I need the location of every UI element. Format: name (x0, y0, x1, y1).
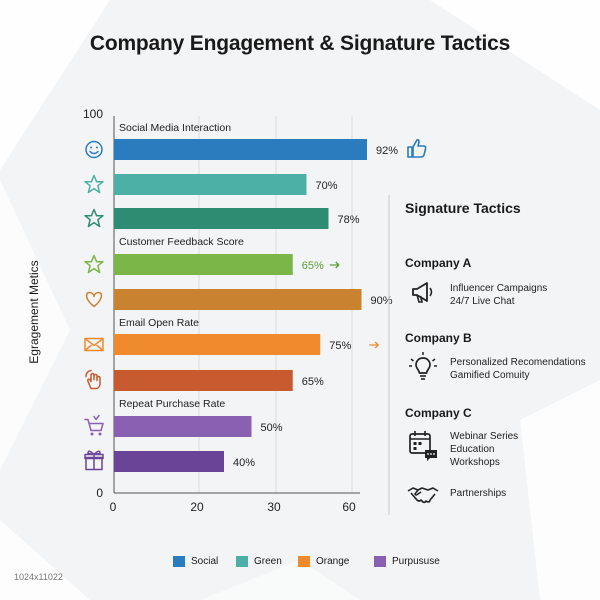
hand-wave (85, 369, 92, 378)
tactic-item: 24/7 Live Chat (450, 296, 515, 307)
bar (114, 289, 362, 310)
bar (114, 416, 252, 437)
star-shape (84, 208, 104, 228)
company-c-name: Company C (405, 406, 472, 420)
thumbs-up-icon (407, 138, 427, 158)
tactic-item: Webinar Series (450, 431, 519, 442)
tactics-heading: Signature Tactics (405, 200, 521, 216)
group-label: Social Media Interaction (119, 122, 231, 134)
arrow-shape (329, 261, 340, 269)
company-b-name: Company B (405, 331, 472, 345)
smiley-eye (96, 146, 98, 149)
legend-swatch (173, 556, 185, 567)
tactics-divider (388, 195, 390, 515)
star-icon (84, 174, 104, 194)
calendar-chat-icon (409, 431, 437, 461)
y-tick-label: 100 (83, 107, 103, 121)
legend-swatch (236, 556, 248, 567)
gift-icon (84, 450, 104, 471)
heart-shape (85, 291, 103, 308)
tactic-item: Personalized Recomendations (450, 357, 586, 368)
x-tick-label: 0 (110, 500, 117, 514)
company-a-name: Company A (405, 256, 472, 270)
bar (114, 254, 293, 275)
lightbulb-icon (409, 352, 437, 380)
chart-legend: Social Green Orange Purpususe (0, 556, 600, 572)
star-icon (84, 254, 104, 274)
cart-item (93, 414, 100, 421)
cart-wheel (90, 432, 94, 436)
gift-ribbon (87, 450, 101, 471)
group-label: Repeat Purchase Rate (119, 398, 225, 410)
smiley-mouth (89, 150, 99, 155)
tactic-item: Partnerships (450, 488, 507, 499)
hand-icon (85, 369, 101, 390)
legend-label: Purpususe (392, 556, 440, 567)
group-label: Customer Feedback Score (119, 236, 244, 248)
bar-value-label: 40% (233, 457, 255, 469)
bar-value-label: 90% (371, 295, 393, 307)
legend-swatch (298, 556, 310, 567)
smiley-eye (90, 146, 92, 149)
arrow-right-icon (329, 261, 340, 269)
legend-item: Purpususe (374, 556, 440, 572)
group-label: Email Open Rate (119, 317, 199, 329)
cart-wheel (98, 432, 102, 436)
smiley-face (85, 140, 103, 159)
thumbs-up-shape (407, 138, 427, 158)
arrow-shape (369, 341, 380, 349)
handshake-icon (407, 487, 439, 504)
star-shape (84, 174, 104, 194)
bar-value-label: 70% (316, 180, 338, 192)
cart-body (84, 418, 104, 432)
legend-item: Orange (298, 556, 349, 572)
legend-item: Social (173, 556, 218, 572)
bar (114, 174, 307, 195)
smiley-icon (85, 140, 103, 159)
bar (114, 451, 224, 472)
arrow-right-icon (369, 341, 380, 349)
bar-value-label: 78% (338, 214, 360, 226)
star-icon (84, 208, 104, 228)
legend-label: Social (191, 556, 219, 567)
envelope-body (84, 337, 104, 352)
x-tick-label: 20 (190, 500, 204, 514)
bar-value-label: 65% (302, 376, 324, 388)
x-tick-label: 60 (342, 500, 356, 514)
legend-label: Green (254, 556, 282, 567)
image-size-footnote: 1024x11022 (14, 572, 63, 582)
chart-title: Company Engagement & Signature Tactics (89, 32, 511, 55)
tactic-item: Education (450, 444, 495, 455)
envelope-icon (84, 337, 104, 352)
bar (114, 370, 293, 391)
tactic-item: Influencer Campaigns (450, 283, 548, 294)
y-tick-label: 0 (96, 486, 103, 500)
tactic-item: Gamified Comuity (450, 370, 530, 381)
star-shape (84, 254, 104, 274)
legend-item: Green (236, 556, 282, 572)
legend-swatch (374, 556, 386, 567)
envelope-flap (84, 337, 104, 352)
bar (114, 208, 329, 229)
tactic-item: Workshops (450, 457, 500, 468)
heart-icon (85, 291, 103, 308)
megaphone-icon (412, 282, 433, 303)
bar-value-label: 50% (261, 422, 283, 434)
bar (114, 139, 367, 160)
bar (114, 334, 321, 355)
hand-shape (87, 372, 101, 390)
bar-value-label: 92% (376, 145, 398, 157)
cart-icon (84, 414, 104, 436)
bar-value-label: 75% (329, 340, 351, 352)
bar-value-label: 65% (302, 260, 324, 272)
x-tick-label: 30 (267, 500, 281, 514)
legend-label: Orange (316, 556, 350, 567)
